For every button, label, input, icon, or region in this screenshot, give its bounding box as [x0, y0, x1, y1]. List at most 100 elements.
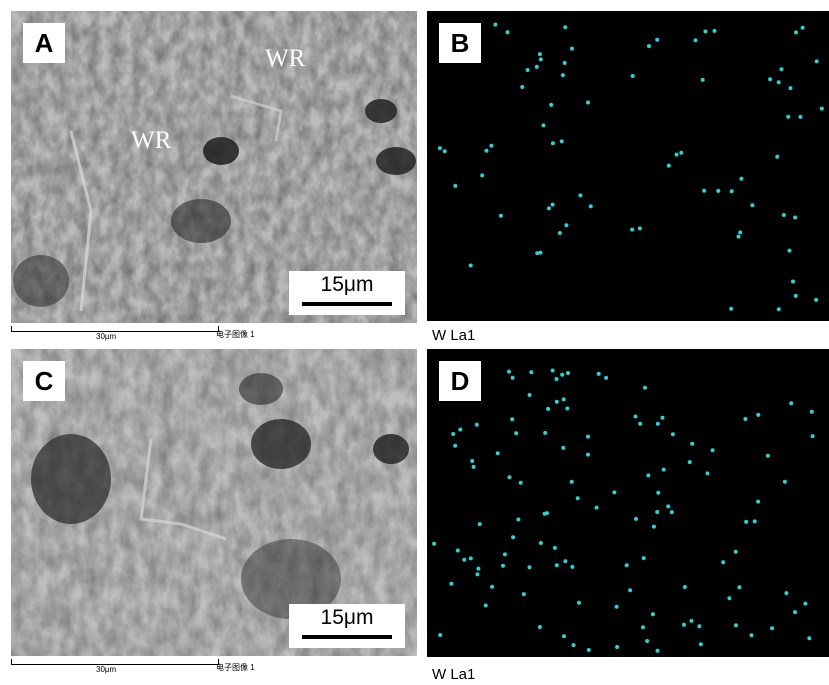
- eds-dot: [563, 25, 568, 30]
- wr-annotation-lower: WR: [131, 127, 172, 154]
- eds-dot: [586, 452, 590, 457]
- eds-dot: [498, 213, 503, 218]
- eds-dot: [510, 375, 515, 380]
- eds-dot: [786, 114, 791, 119]
- eds-dot: [507, 475, 512, 480]
- eds-dot: [489, 143, 494, 148]
- ruler-c: [11, 659, 219, 665]
- eds-dot: [525, 68, 530, 72]
- eds-dot: [538, 250, 543, 255]
- eds-dot: [468, 556, 473, 561]
- eds-dot: [727, 596, 732, 601]
- eds-dot: [661, 467, 666, 472]
- eds-dot: [681, 622, 686, 627]
- eds-map-b: B: [427, 11, 829, 321]
- eds-dot: [565, 406, 570, 411]
- ruler-a: [11, 326, 219, 332]
- eds-dot: [529, 370, 534, 375]
- eds-dot: [705, 471, 710, 476]
- eds-dot: [549, 102, 554, 107]
- eds-dot: [493, 22, 498, 27]
- eds-dot: [670, 432, 675, 437]
- eds-dot: [490, 584, 495, 589]
- eds-dot: [781, 213, 786, 217]
- eds-dot: [637, 226, 642, 231]
- eds-dot: [546, 406, 551, 411]
- eds-dot: [814, 297, 819, 302]
- eds-dot: [770, 626, 775, 631]
- eds-dots-d: [432, 368, 815, 653]
- eds-dot: [570, 46, 574, 51]
- eds-dot: [518, 480, 523, 485]
- eds-dot: [693, 38, 698, 43]
- eds-dot: [564, 223, 569, 228]
- eds-dot: [453, 443, 458, 448]
- eds-dot: [495, 451, 500, 456]
- eds-dot: [787, 248, 792, 253]
- map-caption-d: W La1: [432, 666, 476, 683]
- eds-dot: [470, 459, 475, 463]
- eds-dot: [744, 519, 749, 524]
- eds-dot: [660, 415, 665, 420]
- eds-dot: [666, 163, 671, 168]
- eds-dot: [624, 563, 629, 568]
- eds-dot: [571, 643, 576, 648]
- eds-dot: [655, 37, 660, 42]
- eds-dot: [575, 496, 580, 501]
- eds-dot: [560, 372, 565, 377]
- eds-dot: [655, 421, 660, 426]
- eds-dot: [476, 566, 481, 571]
- eds-dot: [749, 633, 754, 638]
- eds-dot: [527, 565, 532, 570]
- eds-dot: [501, 563, 505, 568]
- eds-dot: [505, 30, 510, 35]
- eds-dot: [784, 591, 789, 596]
- eds-dot: [646, 473, 651, 478]
- eds-dot: [554, 563, 559, 568]
- eds-dot: [458, 427, 463, 432]
- eds-dot: [775, 154, 780, 159]
- eds-dot: [651, 524, 656, 529]
- scale-bar-label-a: 15μm: [320, 273, 374, 296]
- eds-dot: [471, 464, 476, 469]
- scale-bar-c: [302, 635, 392, 639]
- eds-dot: [480, 173, 485, 178]
- eds-dot: [807, 636, 812, 641]
- eds-dot: [703, 29, 708, 34]
- eds-dot: [546, 206, 551, 211]
- eds-dot: [641, 556, 646, 561]
- eds-dot: [810, 434, 815, 439]
- eds-dot: [721, 560, 726, 565]
- eds-dot: [534, 64, 539, 69]
- eds-dot: [793, 610, 797, 615]
- eds-dot: [588, 204, 593, 209]
- eds-dot: [455, 548, 460, 553]
- eds-dot: [577, 600, 581, 605]
- eds-dot: [729, 306, 734, 311]
- wr-annotation-upper: WR: [265, 45, 306, 72]
- eds-dot: [554, 399, 559, 404]
- eds-dot: [578, 193, 583, 198]
- eds-dot: [689, 618, 694, 623]
- eds-dot: [819, 106, 824, 111]
- eds-dot: [566, 371, 570, 375]
- eds-dot: [647, 44, 651, 49]
- eds-dot: [776, 80, 781, 85]
- eds-dot: [484, 148, 489, 153]
- eds-dot: [756, 412, 761, 417]
- eds-dot: [645, 639, 650, 643]
- eds-dot: [737, 585, 742, 590]
- eds-dot: [563, 559, 568, 564]
- eds-dot: [586, 434, 590, 439]
- eds-dot: [733, 549, 738, 554]
- panel-label-b: B: [439, 23, 481, 63]
- eds-dot: [507, 369, 511, 374]
- eds-dot: [586, 100, 590, 105]
- eds-dot: [550, 141, 555, 146]
- eds-dot: [750, 203, 755, 208]
- eds-dot: [710, 448, 715, 453]
- image-label-a: 电子图像 1: [216, 330, 255, 339]
- eds-dot: [561, 397, 566, 402]
- eds-dot: [666, 504, 671, 509]
- image-label-c: 电子图像 1: [216, 663, 255, 672]
